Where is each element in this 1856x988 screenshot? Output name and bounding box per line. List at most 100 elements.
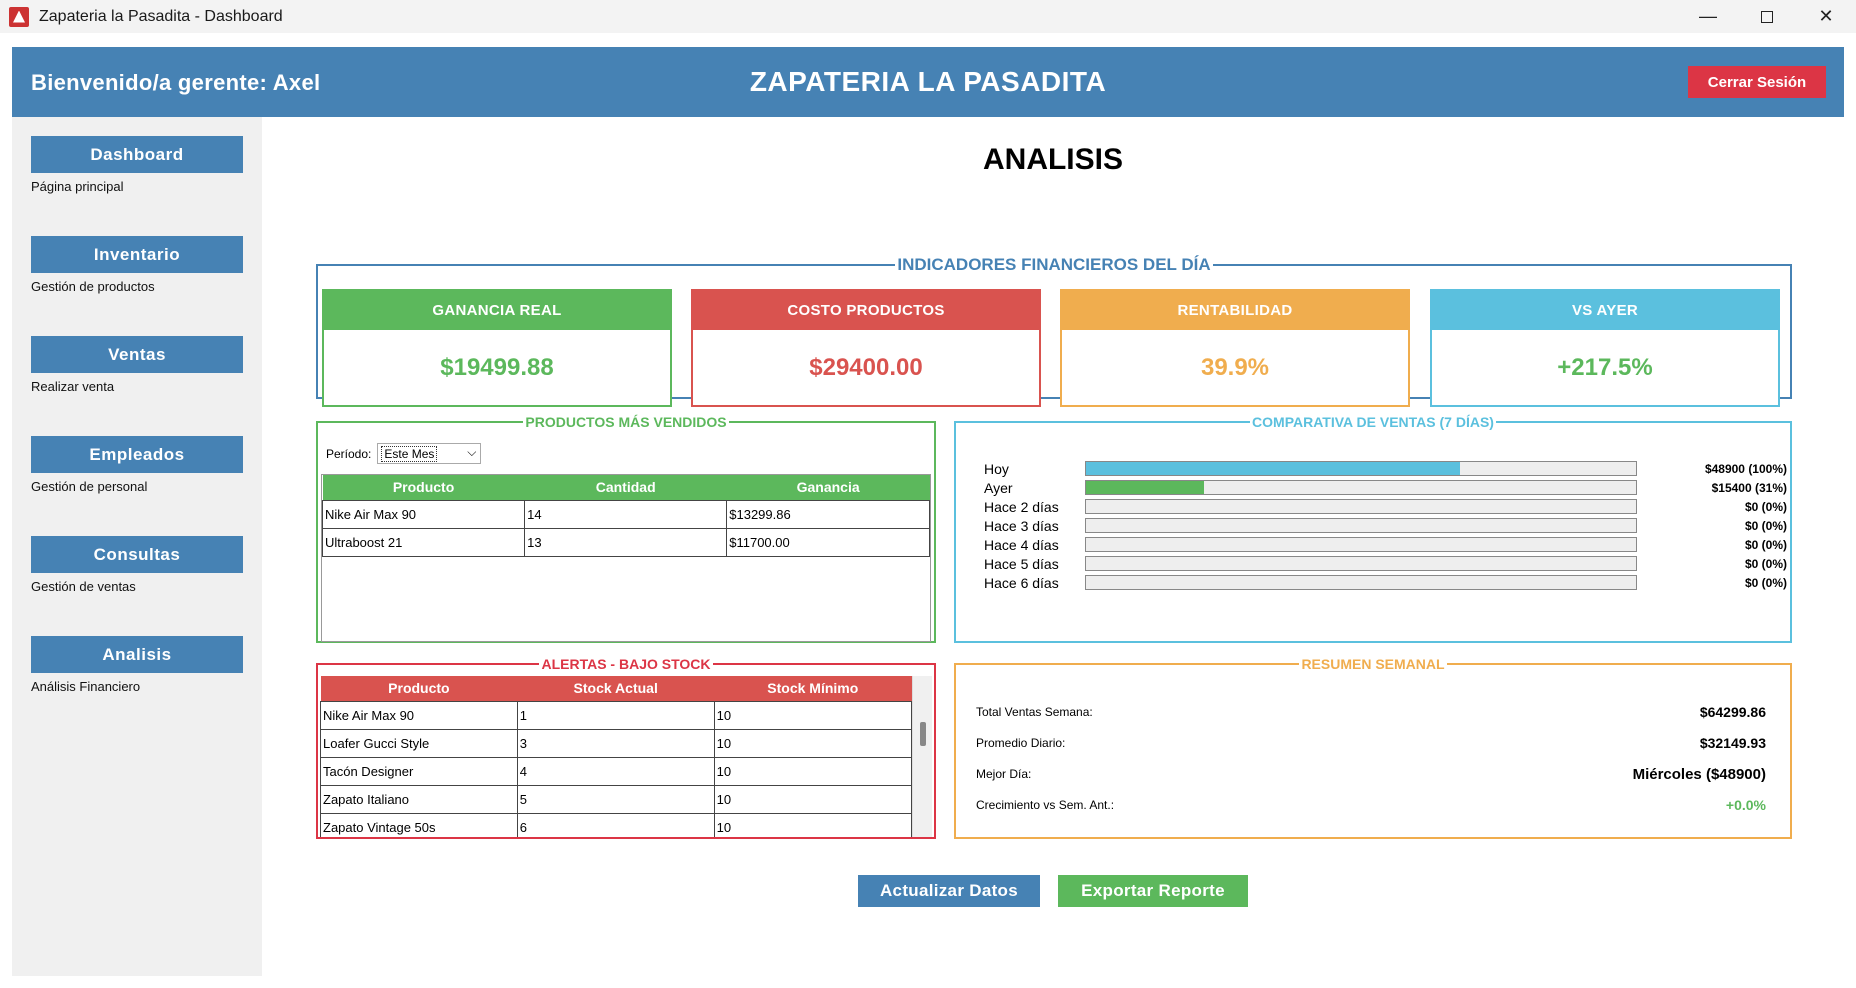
sidebar-item-desc: Gestión de personal	[31, 479, 148, 494]
ventas-button[interactable]: Ventas	[31, 336, 243, 373]
page-title: ANALISIS	[982, 143, 1123, 176]
table-cell: 4	[516, 756, 715, 786]
sidebar: Dashboard Página principal Inventario Ge…	[12, 117, 262, 976]
table-row[interactable]: Loafer Gucci Style 3 10	[320, 728, 912, 758]
top-products-legend: PRODUCTOS MÁS VENDIDOS	[525, 414, 727, 430]
sales-bar-row: Hoy $48900 (100%)	[984, 458, 1804, 480]
sales-bar-label: Hace 6 días	[984, 575, 1059, 591]
sales-comparison-panel: COMPARATIVA DE VENTAS (7 DÍAS) Hoy $48900…	[954, 414, 1792, 643]
summary-label: Total Ventas Semana:	[976, 705, 1093, 719]
chevron-down-icon: ⌵	[467, 445, 477, 459]
table-cell: 14	[524, 499, 728, 529]
column-header[interactable]: Stock Actual	[573, 680, 658, 697]
table-cell: Nike Air Max 90	[320, 700, 518, 730]
scrollbar-thumb[interactable]	[920, 722, 926, 746]
table-row[interactable]: Tacón Designer 4 10	[320, 756, 912, 786]
kpi-label: RENTABILIDAD	[1062, 291, 1408, 330]
summary-value: $64299.86	[1699, 704, 1766, 720]
kpi-value: $19499.88	[440, 353, 554, 381]
indicators-panel: INDICADORES FINANCIEROS DEL DÍA GANANCIA…	[316, 255, 1792, 407]
sales-bar-row: Hace 6 días $0 (0%)	[984, 572, 1804, 594]
kpi-value: 39.9%	[1200, 353, 1270, 381]
sales-bar-value: $0 (0%)	[1744, 519, 1787, 533]
low-stock-legend: ALERTAS - BAJO STOCK	[541, 656, 711, 672]
table-row[interactable]: Ultraboost 21 13 $11700.00	[321, 527, 930, 557]
sales-bar-track	[1085, 499, 1637, 514]
sales-bar-track	[1085, 556, 1637, 571]
empleados-button[interactable]: Empleados	[31, 436, 243, 473]
table-cell: Zapato Italiano	[320, 784, 518, 814]
summary-label: Promedio Diario:	[976, 736, 1066, 750]
scrollbar[interactable]	[912, 676, 932, 837]
table-row[interactable]: Nike Air Max 90 14 $13299.86	[321, 499, 930, 529]
table-row[interactable]: Nike Air Max 90 1 10	[320, 700, 912, 730]
table-cell: 13	[524, 527, 728, 557]
sidebar-item-empleados: Empleados Gestión de personal	[31, 436, 243, 494]
sales-bar-value: $0 (0%)	[1744, 538, 1787, 552]
column-header[interactable]: Stock Mínimo	[767, 680, 859, 697]
sales-bar-value: $0 (0%)	[1744, 500, 1787, 514]
summary-value: $32149.93	[1699, 735, 1766, 751]
app-header: Bienvenido/a gerente: Axel ZAPATERIA LA …	[12, 47, 1844, 117]
refresh-button[interactable]: Actualizar Datos	[858, 875, 1040, 907]
table-cell: 10	[713, 784, 912, 814]
table-header-row: Producto Stock Actual Stock Mínimo	[320, 676, 912, 701]
dashboard-button[interactable]: Dashboard	[31, 136, 243, 173]
column-header[interactable]: Ganancia	[796, 479, 860, 496]
sales-bar-label: Ayer	[984, 480, 1013, 496]
kpi-costo-productos: COSTO PRODUCTOS $29400.00	[691, 289, 1041, 407]
column-header[interactable]: Cantidad	[595, 479, 656, 496]
summary-row-total: Total Ventas Semana: $64299.86	[976, 701, 1766, 723]
sales-bar-value: $0 (0%)	[1744, 576, 1787, 590]
main-content: ANALISIS INDICADORES FINANCIEROS DEL DÍA…	[262, 117, 1844, 976]
sales-bar-label: Hoy	[984, 461, 1009, 477]
logout-button[interactable]: Cerrar Sesión	[1688, 66, 1826, 98]
export-button[interactable]: Exportar Reporte	[1058, 875, 1248, 907]
table-cell: Ultraboost 21	[321, 527, 526, 557]
sidebar-item-desc: Gestión de ventas	[31, 579, 136, 594]
sales-bar-track	[1085, 461, 1637, 476]
close-button[interactable]: ✕	[1818, 6, 1834, 26]
period-filter: Período: Este Mes ⌵	[326, 443, 482, 464]
low-stock-table: Producto Stock Actual Stock Mínimo Nike …	[320, 676, 912, 837]
analisis-button[interactable]: Analisis	[31, 636, 243, 673]
table-cell: Loafer Gucci Style	[320, 728, 518, 758]
maximize-icon	[1761, 10, 1773, 23]
summary-value: Miércoles ($48900)	[1632, 765, 1766, 783]
welcome-text: Bienvenido/a gerente: Axel	[31, 70, 321, 95]
column-header[interactable]: Producto	[392, 479, 455, 496]
table-cell: Tacón Designer	[320, 756, 518, 786]
top-products-panel: PRODUCTOS MÁS VENDIDOS Período: Este Mes…	[316, 414, 936, 643]
table-cell: $13299.86	[726, 499, 930, 529]
inventario-button[interactable]: Inventario	[31, 236, 243, 273]
sales-bar-value: $15400 (31%)	[1711, 481, 1787, 495]
weekly-summary-legend: RESUMEN SEMANAL	[1301, 656, 1445, 672]
weekly-summary-panel: RESUMEN SEMANAL Total Ventas Semana: $64…	[954, 656, 1792, 839]
period-label: Período:	[326, 446, 372, 461]
sales-bar-value: $0 (0%)	[1744, 557, 1787, 571]
sidebar-item-consultas: Consultas Gestión de ventas	[31, 536, 243, 594]
table-row[interactable]: Zapato Italiano 5 10	[320, 784, 912, 814]
indicators-legend: INDICADORES FINANCIEROS DEL DÍA	[897, 255, 1211, 274]
sales-bar-row: Hace 2 días $0 (0%)	[984, 496, 1804, 518]
low-stock-panel: ALERTAS - BAJO STOCK Producto Stock Actu…	[316, 656, 936, 839]
consultas-button[interactable]: Consultas	[31, 536, 243, 573]
table-row[interactable]: Zapato Vintage 50s 6 10	[320, 812, 912, 837]
top-products-table: Producto Cantidad Ganancia Nike Air Max …	[321, 475, 930, 557]
sales-bar-track	[1085, 537, 1637, 552]
table-cell: 6	[516, 812, 715, 837]
sales-bar-row: Hace 5 días $0 (0%)	[984, 553, 1804, 575]
table-header-row: Producto Cantidad Ganancia	[322, 475, 930, 500]
kpi-label: GANANCIA REAL	[324, 291, 670, 330]
kpi-value: +217.5%	[1557, 353, 1653, 381]
period-select[interactable]: Este Mes ⌵	[377, 443, 482, 464]
table-cell: 10	[713, 700, 912, 730]
maximize-button[interactable]	[1738, 0, 1796, 33]
kpi-vs-ayer: VS AYER +217.5%	[1430, 289, 1780, 407]
table-cell: Nike Air Max 90	[321, 499, 526, 529]
kpi-rentabilidad: RENTABILIDAD 39.9%	[1060, 289, 1410, 407]
column-header[interactable]: Producto	[388, 680, 450, 697]
table-cell: 3	[516, 728, 715, 758]
table-cell: 5	[516, 784, 715, 814]
minimize-button[interactable]: —	[1699, 6, 1717, 26]
